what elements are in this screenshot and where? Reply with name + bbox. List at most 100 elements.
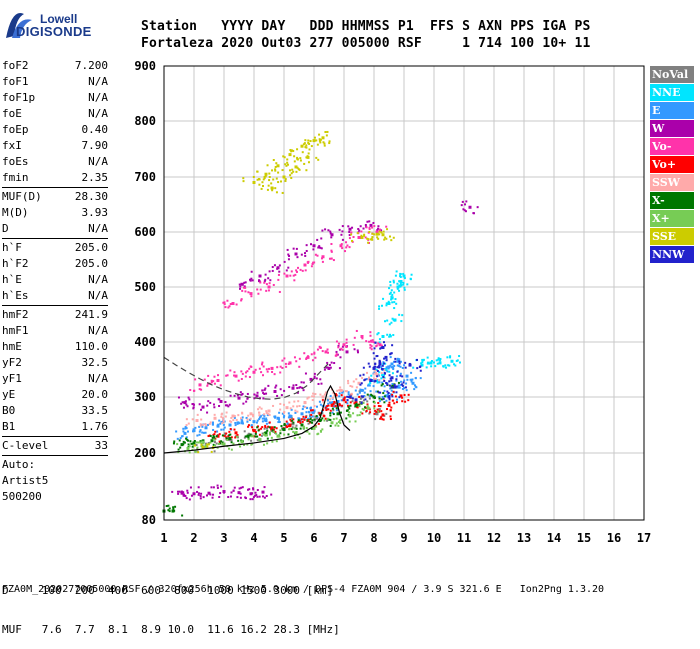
data-point bbox=[406, 283, 409, 286]
data-point bbox=[290, 150, 293, 153]
data-point bbox=[198, 425, 201, 428]
data-point bbox=[363, 233, 366, 236]
data-point bbox=[398, 362, 401, 365]
data-point bbox=[404, 400, 407, 403]
data-point bbox=[378, 408, 381, 411]
data-point bbox=[202, 439, 205, 442]
data-point bbox=[277, 171, 280, 174]
data-point bbox=[331, 403, 334, 406]
data-point bbox=[391, 344, 394, 347]
data-point bbox=[288, 255, 291, 258]
data-point bbox=[306, 419, 309, 422]
data-point bbox=[244, 497, 247, 500]
data-point bbox=[377, 227, 380, 230]
data-point bbox=[275, 191, 278, 194]
data-point bbox=[221, 412, 224, 415]
data-point bbox=[271, 269, 274, 272]
data-point bbox=[390, 379, 393, 382]
data-point bbox=[456, 359, 459, 362]
data-point bbox=[177, 396, 180, 399]
data-point bbox=[398, 386, 401, 389]
data-point bbox=[265, 434, 268, 437]
data-point bbox=[222, 301, 225, 304]
data-point bbox=[283, 433, 286, 436]
data-point bbox=[294, 252, 298, 256]
data-point bbox=[309, 420, 312, 423]
data-point bbox=[292, 149, 295, 152]
data-point bbox=[382, 375, 385, 378]
data-point bbox=[324, 131, 327, 134]
data-point bbox=[414, 376, 417, 379]
data-point bbox=[225, 374, 228, 377]
data-point bbox=[305, 144, 308, 147]
data-point bbox=[249, 365, 252, 368]
data-point bbox=[310, 409, 313, 412]
data-point bbox=[281, 366, 284, 369]
data-point bbox=[282, 416, 285, 419]
data-point bbox=[396, 287, 399, 290]
data-point bbox=[302, 143, 305, 146]
data-point bbox=[463, 209, 466, 212]
data-point bbox=[285, 420, 288, 423]
data-point bbox=[298, 386, 301, 389]
data-point bbox=[278, 435, 281, 438]
x-tick-label: 7 bbox=[340, 531, 347, 545]
data-point bbox=[373, 377, 376, 380]
digisonde-logo: Lowell DIGISONDE bbox=[2, 2, 122, 42]
data-point bbox=[232, 442, 235, 445]
data-point bbox=[240, 440, 244, 444]
data-point bbox=[248, 367, 251, 370]
data-point bbox=[270, 493, 273, 496]
data-point bbox=[403, 386, 406, 389]
data-point bbox=[375, 410, 378, 413]
data-point bbox=[363, 391, 366, 394]
data-point bbox=[212, 380, 215, 383]
data-point bbox=[258, 183, 261, 186]
data-point bbox=[189, 389, 192, 392]
data-point bbox=[200, 445, 203, 448]
data-point bbox=[280, 394, 283, 397]
data-point bbox=[329, 409, 332, 412]
data-point bbox=[267, 409, 271, 413]
data-point bbox=[286, 422, 289, 425]
data-point bbox=[341, 389, 344, 392]
data-point bbox=[268, 179, 271, 182]
data-point bbox=[316, 254, 319, 257]
data-point bbox=[264, 387, 267, 390]
data-point bbox=[243, 444, 246, 447]
data-point bbox=[401, 396, 404, 399]
data-point bbox=[316, 348, 319, 351]
data-point bbox=[303, 263, 307, 267]
data-point bbox=[260, 434, 263, 437]
data-point bbox=[271, 187, 274, 190]
data-point bbox=[373, 357, 376, 360]
param-row: h`E N/A bbox=[2, 272, 108, 288]
data-point bbox=[201, 431, 204, 434]
data-point bbox=[268, 413, 271, 416]
param-row: foEs N/A bbox=[2, 154, 108, 170]
data-point bbox=[378, 233, 381, 236]
data-point bbox=[201, 405, 205, 409]
data-point bbox=[306, 155, 310, 159]
data-point bbox=[230, 491, 233, 494]
data-point bbox=[395, 302, 398, 305]
data-point bbox=[296, 156, 299, 159]
data-point bbox=[291, 168, 294, 171]
data-point bbox=[230, 441, 233, 444]
data-point bbox=[252, 413, 255, 416]
data-point bbox=[426, 356, 429, 359]
data-point bbox=[405, 389, 408, 392]
data-point bbox=[264, 273, 267, 276]
data-point bbox=[383, 385, 386, 388]
data-point bbox=[285, 406, 289, 410]
data-point bbox=[362, 399, 365, 402]
data-point bbox=[192, 441, 196, 445]
data-point bbox=[202, 496, 205, 499]
data-point bbox=[218, 496, 221, 499]
data-point bbox=[319, 141, 322, 144]
data-point bbox=[331, 407, 334, 410]
param-key: hmE bbox=[2, 340, 22, 353]
data-point bbox=[349, 404, 352, 407]
data-point bbox=[294, 273, 297, 276]
data-point bbox=[277, 417, 280, 420]
